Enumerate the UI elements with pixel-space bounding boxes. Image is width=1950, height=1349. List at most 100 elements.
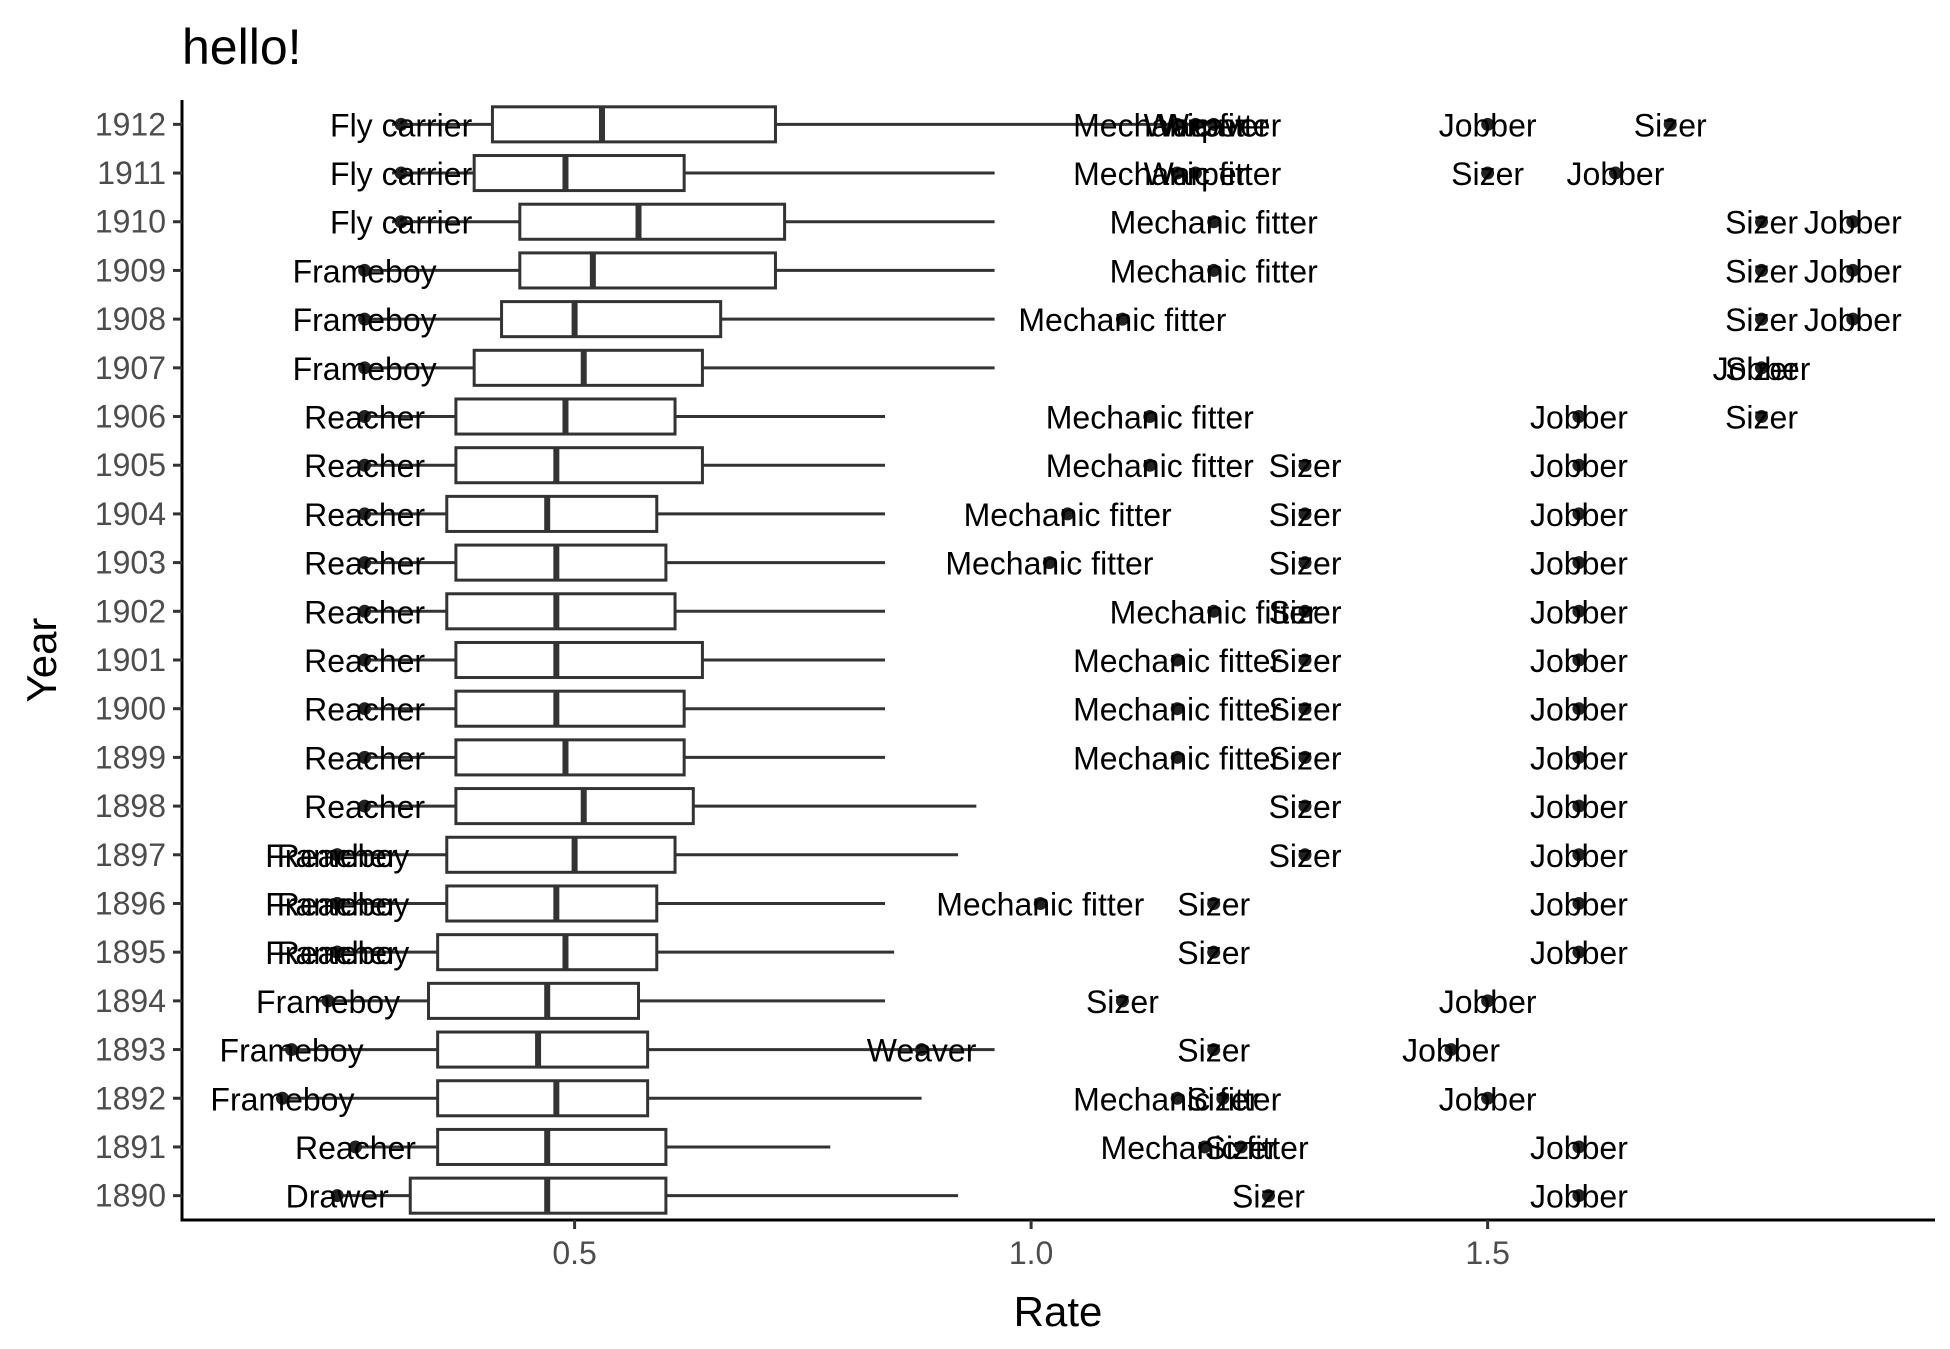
point-1893 bbox=[915, 1043, 929, 1057]
y-tick-label: 1901 bbox=[95, 642, 166, 678]
point-1897 bbox=[330, 848, 344, 862]
point-label: Frameboy bbox=[293, 253, 437, 289]
point-1907 bbox=[1755, 361, 1769, 375]
point-1900 bbox=[1572, 702, 1586, 716]
point-1912 bbox=[1663, 117, 1677, 131]
box-1896 bbox=[337, 884, 886, 923]
y-tick-label: 1897 bbox=[95, 837, 166, 873]
x-axis-title: Rate bbox=[1014, 1288, 1103, 1335]
y-tick-label: 1911 bbox=[97, 155, 166, 191]
point-1891 bbox=[1234, 1140, 1248, 1154]
point-label: Mechanic fitter bbox=[1073, 692, 1281, 728]
point-1901 bbox=[1170, 653, 1184, 667]
point-1899 bbox=[1170, 750, 1184, 764]
y-tick-label: 1904 bbox=[95, 496, 166, 532]
point-1904 bbox=[1061, 507, 1075, 521]
point-1893 bbox=[285, 1043, 299, 1057]
box-rect bbox=[518, 202, 787, 241]
y-tick-label: 1902 bbox=[95, 593, 166, 629]
y-tick-label: 1891 bbox=[95, 1129, 166, 1165]
point-label: Sizer bbox=[1725, 253, 1798, 289]
box-rect bbox=[408, 1176, 668, 1215]
point-label: Jobber bbox=[1804, 205, 1902, 241]
point-label: Frameboy bbox=[293, 351, 437, 387]
point-label: Frameboy bbox=[210, 1081, 354, 1117]
point-label: Fly carrier bbox=[330, 156, 473, 192]
point-label: Sizer bbox=[1725, 302, 1798, 338]
point-label: Frameboy bbox=[220, 1033, 364, 1069]
point-label: Jobber bbox=[1530, 789, 1628, 825]
y-tick-label: 1893 bbox=[95, 1032, 166, 1068]
point-label: Reacher bbox=[277, 886, 398, 922]
point-label: Sizer bbox=[1086, 984, 1159, 1020]
point-1904 bbox=[358, 507, 372, 521]
point-label: Sizer bbox=[1725, 205, 1798, 241]
point-label: Sizer bbox=[1269, 789, 1342, 825]
point-1909 bbox=[358, 263, 372, 277]
box-rect bbox=[454, 738, 686, 777]
point-1910 bbox=[1755, 215, 1769, 229]
point-1891 bbox=[348, 1140, 362, 1154]
point-1899 bbox=[1572, 750, 1586, 764]
box-layer bbox=[282, 105, 1214, 1215]
point-label: Frameboy bbox=[265, 935, 409, 971]
point-1904 bbox=[1298, 507, 1312, 521]
point-label: Sizer bbox=[1269, 546, 1342, 582]
point-label: Mechanic fitter bbox=[936, 886, 1144, 922]
point-label: Sizer bbox=[1269, 448, 1342, 484]
point-1910 bbox=[1846, 215, 1860, 229]
box-1911 bbox=[391, 154, 995, 193]
point-1894 bbox=[1115, 994, 1129, 1008]
point-label: Sizer bbox=[1269, 692, 1342, 728]
point-label: Sizer bbox=[1177, 935, 1250, 971]
x-tick-label: 0.5 bbox=[552, 1235, 596, 1271]
point-label: Jobber bbox=[1439, 1081, 1537, 1117]
point-1911 bbox=[1188, 166, 1202, 180]
point-1908 bbox=[1115, 312, 1129, 326]
point-label: Reacher bbox=[295, 1130, 416, 1166]
y-tick-label: 1896 bbox=[95, 885, 166, 921]
point-label: Mechanic fitter bbox=[1073, 643, 1281, 679]
point-1906 bbox=[358, 410, 372, 424]
point-1895 bbox=[1572, 945, 1586, 959]
point-label: Jobber bbox=[1530, 886, 1628, 922]
point-1906 bbox=[1572, 410, 1586, 424]
y-tick-label: 1909 bbox=[95, 252, 166, 288]
point-1894 bbox=[1481, 994, 1495, 1008]
point-label: Sizer bbox=[1269, 838, 1342, 874]
point-1893 bbox=[1444, 1043, 1458, 1057]
point-label: Drawer bbox=[286, 1179, 389, 1215]
point-label: Mechanic fitter bbox=[1110, 594, 1318, 630]
point-label: Jobber bbox=[1530, 692, 1628, 728]
box-1901 bbox=[364, 640, 886, 680]
point-label: Reacher bbox=[277, 935, 398, 971]
point-1896 bbox=[1033, 896, 1047, 910]
point-label: Jobber bbox=[1567, 156, 1665, 192]
point-1898 bbox=[1572, 799, 1586, 813]
y-tick-label: 1903 bbox=[95, 545, 166, 581]
box-rect bbox=[436, 933, 659, 972]
point-1911 bbox=[394, 166, 408, 180]
point-1897 bbox=[1298, 848, 1312, 862]
point-1905 bbox=[1572, 458, 1586, 472]
point-label: Mechanic fitter bbox=[964, 497, 1172, 533]
box-1905 bbox=[364, 446, 886, 485]
point-label: Jobber bbox=[1804, 253, 1902, 289]
point-1906 bbox=[1143, 410, 1157, 424]
box-rect bbox=[472, 154, 686, 193]
y-tick-label: 1912 bbox=[95, 106, 166, 142]
chart-title: hello! bbox=[182, 19, 302, 75]
point-label: Reacher bbox=[304, 692, 425, 728]
point-label: Mechanic fitter bbox=[1101, 1130, 1309, 1166]
point-1912 bbox=[1481, 117, 1495, 131]
point-label: Reacher bbox=[277, 838, 398, 874]
point-label: Frameboy bbox=[265, 886, 409, 922]
x-tick-label: 1.0 bbox=[1009, 1235, 1053, 1271]
box-1898 bbox=[364, 787, 977, 826]
point-label: Mechanic fitter bbox=[1073, 740, 1281, 776]
point-1899 bbox=[1298, 750, 1312, 764]
point-1902 bbox=[1207, 604, 1221, 618]
point-1907 bbox=[358, 361, 372, 375]
box-rect bbox=[500, 300, 723, 339]
